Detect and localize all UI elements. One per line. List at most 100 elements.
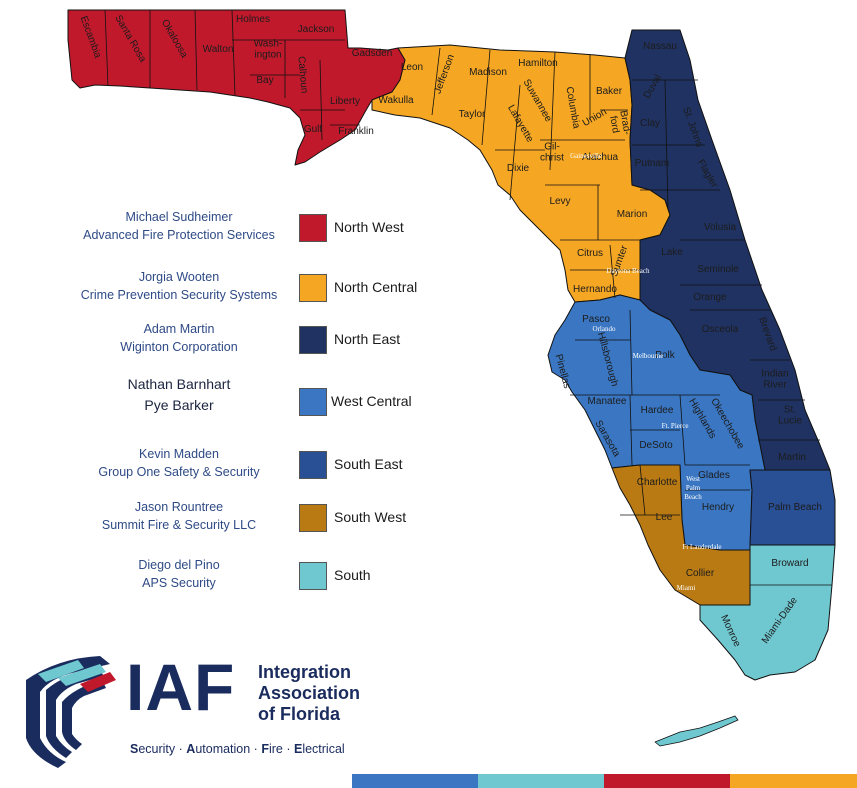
rep-name: Diego del Pino <box>138 558 220 572</box>
region-representative: Jason Rountree Summit Fire & Security LLC <box>48 498 310 534</box>
county-label-jackson: Jackson <box>298 24 335 35</box>
county-label-hamilton: Hamilton <box>518 58 557 69</box>
county-label-putnam: Putnam <box>635 158 669 169</box>
county-label-indian-river: Indian River <box>761 369 788 391</box>
logo-full-name: Integration Association of Florida <box>258 662 361 724</box>
bottom-bar-segment <box>604 774 730 788</box>
legend-row-west-central: Nathan Barnhart Pye Barker West Central <box>0 376 440 426</box>
region-name: South West <box>334 509 407 525</box>
bottom-bar-segment <box>478 774 604 788</box>
county-label-pasco: Pasco <box>582 314 610 325</box>
rep-name: Kevin Madden <box>139 447 219 461</box>
bottom-bar-segment <box>730 774 857 788</box>
county-label-glades: Glades <box>698 470 730 481</box>
county-label-orange: Orange <box>693 292 727 303</box>
region-color-swatch <box>299 326 327 354</box>
county-label-lee: Lee <box>656 512 673 523</box>
region-color-swatch <box>299 388 327 416</box>
county-label-manatee: Manatee <box>588 396 627 407</box>
rep-name: Jason Rountree <box>134 500 224 514</box>
rep-company: Summit Fire & Security LLC <box>101 518 257 532</box>
county-label-washington: Wash-ington <box>254 39 283 61</box>
county-label-calhoun: Calhoun <box>295 56 309 94</box>
region-color-swatch <box>299 274 327 302</box>
iaf-logo: IAF Integration Association of Florida S… <box>18 650 398 770</box>
rep-company: Group One Safety & Security <box>98 465 260 479</box>
logo-tagline: Security · Automation · Fire · Electrica… <box>130 742 345 756</box>
county-label-walton: Walton <box>203 44 234 55</box>
region-color-swatch <box>299 451 327 479</box>
city-label-tallahassee: Tallahassee <box>344 141 376 149</box>
rep-company: Wiginton Corporation <box>120 340 238 354</box>
city-label-ft-pierce: Ft. Pierce <box>662 422 689 430</box>
county-label-baker: Baker <box>596 86 623 97</box>
region-name: South <box>334 567 371 583</box>
county-label-bradford: Brad-ford <box>607 110 633 138</box>
county-label-clay: Clay <box>640 118 660 129</box>
county-label-osceola: Osceola <box>702 324 739 335</box>
region-representative: Diego del Pino APS Security <box>48 556 310 592</box>
county-label-martin: Martin <box>778 452 806 463</box>
city-label-gainesville: Gainesville <box>570 152 602 160</box>
region-south <box>699 544 836 681</box>
county-label-nassau: Nassau <box>643 41 677 52</box>
region-representative: Jorgia Wooten Crime Prevention Security S… <box>48 268 310 304</box>
rep-name: Jorgia Wooten <box>138 270 220 284</box>
legend-row-north-central: Jorgia Wooten Crime Prevention Security S… <box>0 268 440 312</box>
legend-row-south: Diego del Pino APS Security South <box>0 556 440 600</box>
city-label-west-palm-beach: West Palm Beach <box>684 475 702 501</box>
county-label-seminole: Seminole <box>697 264 739 275</box>
county-label-lake: Lake <box>661 247 683 258</box>
county-label-st-lucie: St. Lucie <box>778 405 802 427</box>
county-boundaries <box>104 9 832 606</box>
region-representative: Michael Sudheimer Advanced Fire Protectio… <box>48 208 310 244</box>
rep-company: Crime Prevention Security Systems <box>80 288 278 302</box>
region-color-swatch <box>299 214 327 242</box>
county-label-hendry: Hendry <box>702 502 734 513</box>
logo-acronym: IAF <box>126 650 236 724</box>
county-label-dixie: Dixie <box>507 163 530 174</box>
region-color-swatch <box>299 504 327 532</box>
county-label-volusia: Volusia <box>704 222 737 233</box>
rep-name: Adam Martin <box>143 322 215 336</box>
region-name: North West <box>334 219 404 235</box>
region-representative: Nathan Barnhart Pye Barker <box>48 374 310 416</box>
legend-row-north-east: Adam Martin Wiginton Corporation North Eas… <box>0 320 440 364</box>
city-label-melbourne: Melbourne <box>633 352 664 360</box>
city-label-daytona-beach: Daytona Beach <box>607 267 650 275</box>
county-label-polk: Polk <box>655 350 675 361</box>
county-label-citrus: Citrus <box>577 248 603 259</box>
region-name: West Central <box>331 393 412 409</box>
city-label-orlando: Orlando <box>593 325 616 333</box>
rep-name: Michael Sudheimer <box>125 210 233 224</box>
county-label-gilchrist: Gil-christ <box>540 142 564 164</box>
bottom-bar-segment <box>352 774 478 788</box>
county-label-levy: Levy <box>549 196 570 207</box>
county-label-taylor: Taylor <box>459 109 486 120</box>
region-representative: Adam Martin Wiginton Corporation <box>48 320 310 356</box>
city-label-ft-lauderdale: Ft Lauderdale <box>682 543 721 551</box>
rep-company: Pye Barker <box>144 397 214 413</box>
legend-row-south-east: Kevin Madden Group One Safety & Security S… <box>0 445 440 489</box>
county-label-alachua: Alachua <box>582 152 619 163</box>
rep-company: Advanced Fire Protection Services <box>83 228 275 242</box>
legend-row-south-west: Jason Rountree Summit Fire & Security LLC… <box>0 498 440 542</box>
city-label-miami: Miami <box>677 584 696 592</box>
florida-keys <box>654 715 739 747</box>
region-color-swatch <box>299 562 327 590</box>
region-representative: Kevin Madden Group One Safety & Security <box>48 445 310 481</box>
county-label-hardee: Hardee <box>641 405 674 416</box>
county-label-charlotte: Charlotte <box>637 477 678 488</box>
county-label-palm-beach: Palm Beach <box>768 502 822 513</box>
county-label-wakulla: Wakulla <box>378 95 414 106</box>
county-label-gadsden: Gadsden <box>352 48 393 59</box>
county-label-collier: Collier <box>686 568 715 579</box>
county-label-hernando: Hernando <box>573 284 617 295</box>
county-label-franklin: Franklin <box>338 126 374 137</box>
county-label-broward: Broward <box>771 558 808 569</box>
rep-name: Nathan Barnhart <box>127 376 231 392</box>
county-label-leon: Leon <box>401 62 423 73</box>
county-label-marion: Marion <box>617 209 648 220</box>
iaf-shield-icon <box>26 656 116 768</box>
